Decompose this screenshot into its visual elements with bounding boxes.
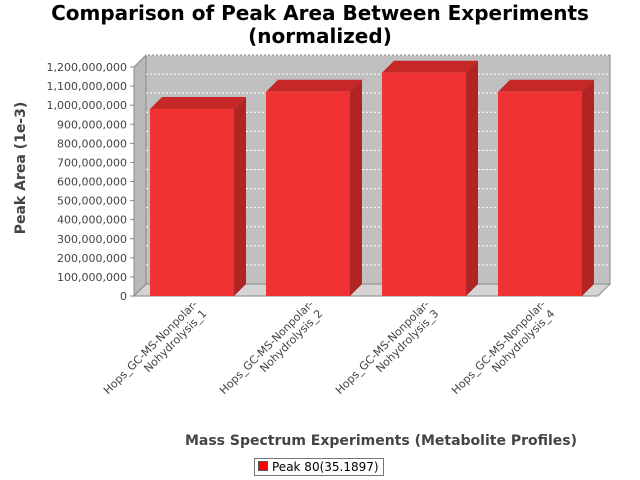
bar-side [350,79,362,296]
x-tick-label-line: Hops_GC-MS-Nonpolar- [217,298,316,397]
x-tick-label: Hops_GC-MS-Nonpolar-Nohydrolysis_2 [217,298,325,406]
bar-side [582,79,594,296]
x-axis: Hops_GC-MS-Nonpolar-Nohydrolysis_1 Hops_G… [101,298,557,406]
chart-title-line-1: Comparison of Peak Area Between Experime… [51,1,589,25]
bar [498,79,594,296]
bar [266,79,362,296]
legend: Peak 80(35.1897) [254,458,384,476]
chart-title: Comparison of Peak Area Between Experime… [0,2,640,48]
y-tick-label: 400,000,000 [57,214,127,227]
bar-side [466,60,478,296]
y-tick-label: 600,000,000 [57,176,127,189]
y-tick-label: 700,000,000 [57,156,127,169]
y-tick-label: 200,000,000 [57,252,127,265]
bar-front [498,91,582,296]
y-tick-label: 500,000,000 [57,195,127,208]
y-tick-label: 0 [120,290,127,303]
bar-top [498,79,594,92]
x-tick-label-line: Hops_GC-MS-Nonpolar- [333,298,432,397]
y-tick-label: 1,200,000,000 [47,61,127,74]
x-tick-label-line: Hops_GC-MS-Nonpolar- [449,298,548,397]
y-tick-label: 1,100,000,000 [47,80,127,93]
bars [150,60,594,296]
y-tick-label: 900,000,000 [57,118,127,131]
x-tick-label: Hops_GC-MS-Nonpolar-Nohydrolysis_4 [449,298,557,406]
y-axis-label: Peak Area (1e-3) [13,102,29,235]
bar-top [382,60,478,73]
bar-front [150,108,234,296]
x-tick-label: Hops_GC-MS-Nonpolar-Nohydrolysis_3 [333,298,441,406]
y-axis: 0 100,000,000 200,000,000 300,000,000 400,00… [47,61,135,303]
legend-swatch [258,461,268,471]
y-tick-label: 800,000,000 [57,137,127,150]
bar-front [382,72,466,296]
x-tick-label-line: Hops_GC-MS-Nonpolar- [101,298,200,397]
bar [382,60,478,296]
plot-left-wall [133,53,147,298]
bar [150,96,246,296]
x-tick-label: Hops_GC-MS-Nonpolar-Nohydrolysis_1 [101,298,209,406]
bar-top [266,79,362,92]
chart-title-line-2: (normalized) [248,24,392,48]
y-tick-label: 300,000,000 [57,233,127,246]
bar-front [266,91,350,296]
y-tick-label: 1,000,000,000 [47,99,127,112]
bar-top [150,96,246,109]
y-tick-label: 100,000,000 [57,271,127,284]
x-axis-label: Mass Spectrum Experiments (Metabolite Pr… [185,433,577,449]
bar-side [234,96,246,296]
legend-label: Peak 80(35.1897) [272,460,379,474]
